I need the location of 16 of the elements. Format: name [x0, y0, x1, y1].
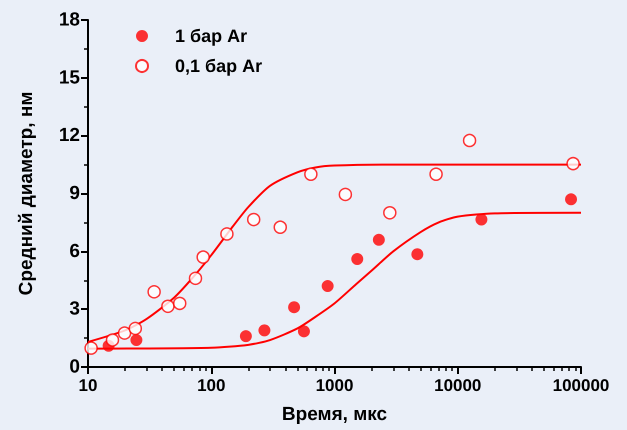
- x-tick-label: 10: [78, 376, 98, 395]
- y-tick-label: 0: [69, 356, 80, 378]
- y-tick-label: 9: [69, 183, 80, 204]
- x-tick-label: 100000: [552, 376, 610, 395]
- x-tick-label: 10000: [434, 376, 482, 395]
- legend-label: 0,1 бар Ar: [175, 56, 262, 76]
- x-tick-label: 1000: [316, 376, 354, 395]
- y-tick-label: 3: [69, 298, 80, 320]
- y-tick-label: 15: [58, 67, 80, 88]
- y-axis-title: Средний диаметр, нм: [16, 92, 37, 296]
- legend-label: 1 бар Ar: [175, 26, 248, 46]
- y-tick-label: 12: [58, 125, 80, 146]
- x-tick-label: 100: [197, 376, 226, 395]
- y-tick-label: 18: [58, 10, 80, 30]
- x-axis-title: Время, мкс: [282, 404, 388, 425]
- y-tick-label: 6: [69, 240, 80, 262]
